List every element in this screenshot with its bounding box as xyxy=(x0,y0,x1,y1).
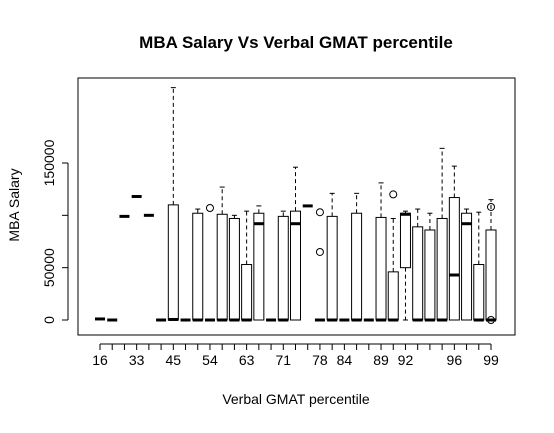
box-rect xyxy=(241,264,253,321)
box-94 xyxy=(424,212,436,322)
outlier-point xyxy=(389,190,398,199)
x-tick-label: 33 xyxy=(129,352,145,368)
box-rect xyxy=(461,212,473,321)
box-rect xyxy=(351,212,363,321)
box-63 xyxy=(241,210,253,322)
box-96 xyxy=(448,165,460,321)
box-rect xyxy=(375,216,387,321)
outlier-point xyxy=(315,247,324,256)
y-axis-label: MBA Salary xyxy=(6,168,22,241)
box-rect xyxy=(436,217,448,321)
box-52 xyxy=(192,208,204,322)
x-axis: 16 33 45 54 63 71 78 84 89 92 96 99 xyxy=(92,343,499,368)
box-rect xyxy=(167,204,179,321)
box-rect xyxy=(277,215,289,321)
box-rect xyxy=(399,212,411,269)
box-89 xyxy=(375,182,387,322)
box-rect xyxy=(448,197,460,321)
box-71 xyxy=(277,210,289,322)
x-tick-label: 84 xyxy=(337,352,353,368)
box-92 xyxy=(399,210,411,321)
box-54 xyxy=(204,204,215,322)
y-tick-label: 50000 xyxy=(41,248,57,287)
chart-title: MBA Salary Vs Verbal GMAT percentile xyxy=(139,33,453,52)
box-rect xyxy=(228,217,240,321)
outlier-point xyxy=(315,208,324,217)
box-rect xyxy=(192,212,204,321)
box-95 xyxy=(436,147,448,322)
x-axis-label: Verbal GMAT percentile xyxy=(222,391,370,407)
box-74 xyxy=(290,166,301,321)
outlier-point xyxy=(487,202,495,211)
boxes-layer xyxy=(95,87,497,324)
box-rect xyxy=(424,229,436,321)
x-tick-label: 16 xyxy=(92,352,108,368)
box-78 xyxy=(314,208,325,322)
box-87 xyxy=(351,192,363,322)
box-97 xyxy=(461,208,473,321)
box-93 xyxy=(412,208,424,322)
box-rect xyxy=(253,212,265,321)
box-rect xyxy=(485,229,497,321)
box-rect xyxy=(412,226,424,321)
box-81 xyxy=(326,192,338,322)
y-tick-label: 150000 xyxy=(41,139,57,186)
plot-frame xyxy=(77,77,516,336)
box-rect xyxy=(473,264,485,321)
outlier-point xyxy=(487,316,495,324)
x-tick-label: 89 xyxy=(373,352,389,368)
x-tick-label: 78 xyxy=(312,352,328,368)
box-66 xyxy=(253,205,265,321)
x-tick-label: 54 xyxy=(202,352,218,368)
x-tick-label: 71 xyxy=(275,352,291,368)
x-tick-label: 96 xyxy=(447,352,463,368)
box-99 xyxy=(485,199,497,324)
y-axis: 0 50000 150000 xyxy=(41,139,69,324)
y-tick-label: 0 xyxy=(41,316,57,324)
x-tick-label: 92 xyxy=(398,352,414,368)
box-60 xyxy=(228,214,240,322)
box-rect xyxy=(387,271,399,321)
box-58 xyxy=(216,186,228,322)
box-rect xyxy=(216,213,228,321)
box-98 xyxy=(473,211,485,322)
x-tick-label: 99 xyxy=(483,352,499,368)
x-tick-label: 45 xyxy=(166,352,182,368)
box-91 xyxy=(387,190,399,322)
outlier-point xyxy=(205,204,214,213)
box-rect xyxy=(326,215,338,321)
box-rect xyxy=(290,210,301,321)
box-45 xyxy=(167,87,179,321)
x-tick-label: 63 xyxy=(239,352,255,368)
